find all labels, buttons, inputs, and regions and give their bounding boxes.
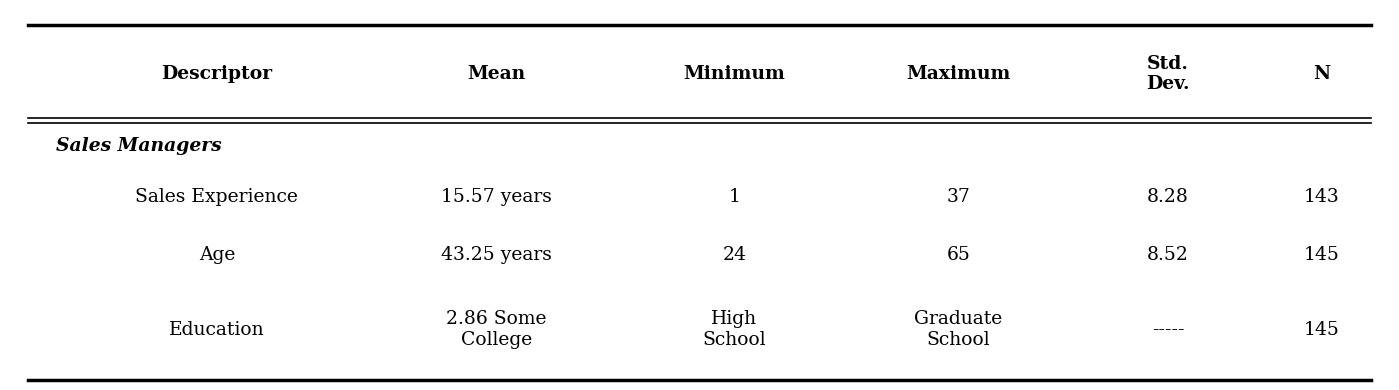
Text: 145: 145 [1304,246,1340,264]
Text: 8.52: 8.52 [1147,246,1189,264]
Text: 8.28: 8.28 [1147,188,1189,206]
Text: Sales Managers: Sales Managers [56,137,221,155]
Text: Sales Experience: Sales Experience [136,188,298,206]
Text: 37: 37 [946,188,971,206]
Text: 1: 1 [729,188,740,206]
Text: Maximum: Maximum [907,65,1010,83]
Text: Graduate
School: Graduate School [914,310,1003,349]
Text: Descriptor: Descriptor [161,65,273,83]
Text: 15.57 years: 15.57 years [441,188,553,206]
Text: 2.86 Some
College: 2.86 Some College [446,310,547,349]
Text: 145: 145 [1304,321,1340,339]
Text: 143: 143 [1304,188,1340,206]
Text: N: N [1314,65,1330,83]
Text: Std.
Dev.: Std. Dev. [1146,55,1191,94]
Text: Minimum: Minimum [684,65,785,83]
Text: Education: Education [169,321,264,339]
Text: High
School: High School [702,310,767,349]
Text: 24: 24 [722,246,747,264]
Text: -----: ----- [1151,321,1185,339]
Text: 43.25 years: 43.25 years [441,246,553,264]
Text: Age: Age [199,246,235,264]
Text: Mean: Mean [467,65,526,83]
Text: 65: 65 [946,246,971,264]
